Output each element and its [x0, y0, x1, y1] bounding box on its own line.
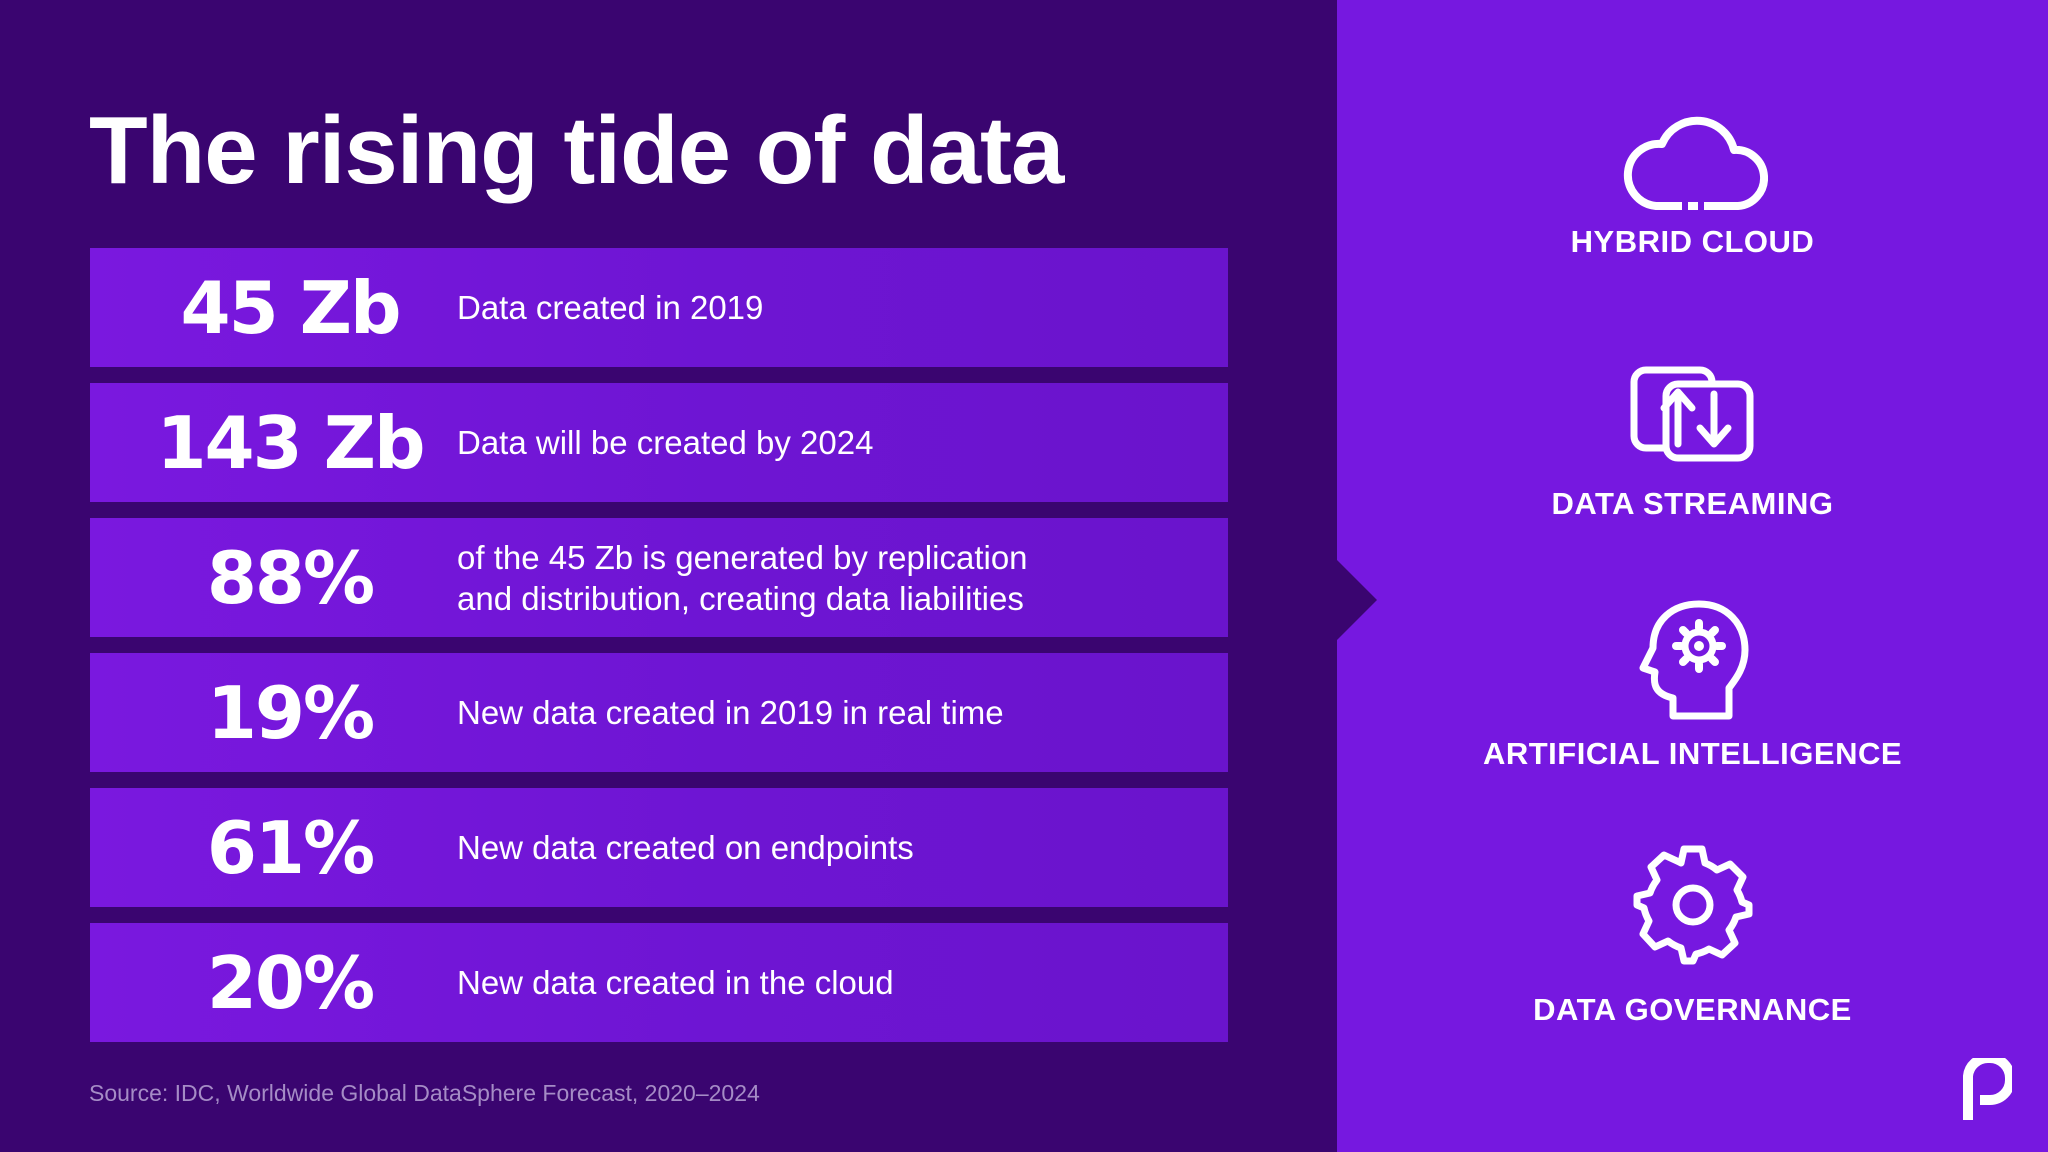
gear-icon [1633, 845, 1752, 965]
feature-label: HYBRID CLOUD [1570, 224, 1815, 259]
stat-row: 61% New data created on endpoints [90, 788, 1228, 907]
brand-logo [1963, 1058, 2012, 1120]
feature-label: DATA STREAMING [1551, 486, 1834, 521]
stat-value: 61% [206, 805, 375, 890]
stats-list: 45 Zb Data created in 2019 143 Zb Data w… [90, 248, 1228, 1058]
stat-value: 45 Zb [180, 265, 401, 350]
left-panel: The rising tide of data 45 Zb Data creat… [89, 97, 1228, 1106]
stat-value: 143 Zb [156, 400, 425, 485]
stat-row: 20% New data created in the cloud [90, 923, 1228, 1042]
stat-row: 143 Zb Data will be created by 2024 [90, 383, 1228, 502]
feature-artificial-intelligence: ARTIFICIAL INTELLIGENCE [1337, 598, 2048, 772]
stat-description: New data created in the cloud [457, 964, 894, 1001]
stat-description: New data created in 2019 in real time [457, 694, 1004, 731]
stat-value: 19% [206, 670, 375, 755]
feature-data-governance: DATA GOVERNANCE [1337, 840, 2048, 1028]
feature-data-streaming: DATA STREAMING [1337, 364, 2048, 522]
source-note: Source: IDC, Worldwide Global DataSphere… [89, 1080, 760, 1106]
feature-label: ARTIFICIAL INTELLIGENCE [1482, 736, 1903, 771]
panel-notch-arrow [1337, 560, 1377, 640]
ai-head-gear-icon [1639, 600, 1748, 720]
stat-description: New data created on endpoints [457, 829, 914, 866]
stat-row: 19% New data created in 2019 in real tim… [90, 653, 1228, 772]
feature-hybrid-cloud: HYBRID CLOUD [1337, 104, 2048, 260]
stat-row: 88% of the 45 Zb is generated by replica… [90, 518, 1228, 637]
stat-row: 45 Zb Data created in 2019 [90, 248, 1228, 367]
cloud-icon [1623, 116, 1768, 211]
stat-description: Data created in 2019 [457, 289, 764, 326]
data-streaming-icon [1630, 366, 1753, 462]
stat-value: 88% [206, 535, 375, 620]
stat-value: 20% [206, 940, 375, 1025]
stat-description: of the 45 Zb is generated by replication… [457, 538, 1028, 617]
stat-description: Data will be created by 2024 [457, 424, 874, 461]
page-title: The rising tide of data [89, 97, 1064, 204]
feature-label: DATA GOVERNANCE [1533, 992, 1852, 1027]
